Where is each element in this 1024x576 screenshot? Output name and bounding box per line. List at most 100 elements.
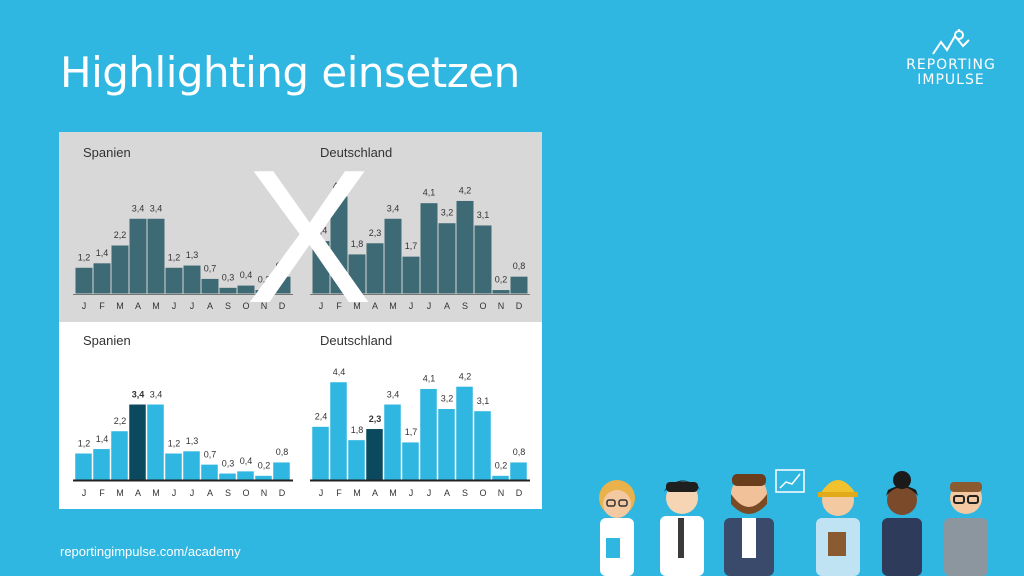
data-label: 0,2 (258, 461, 271, 471)
data-label: 4,1 (423, 188, 436, 198)
data-label: 3,4 (387, 389, 400, 399)
data-label: 3,4 (150, 203, 163, 213)
bar-A (437, 222, 457, 295)
bar-J (311, 426, 330, 481)
category-label: S (225, 488, 231, 498)
category-label: D (516, 488, 523, 498)
category-label: N (261, 301, 268, 311)
person-6-icon (944, 482, 988, 576)
logo-text-line2: IMPULSE (917, 72, 985, 88)
data-label: 2,3 (369, 228, 382, 238)
data-label: 1,4 (96, 434, 109, 444)
data-label: 0,4 (240, 456, 253, 466)
data-label: 4,2 (459, 185, 472, 195)
category-label: J (319, 488, 324, 498)
slide-title: Highlighting einsetzen (60, 48, 520, 97)
bar-O (236, 470, 255, 481)
category-label: A (135, 301, 141, 311)
category-label: M (152, 488, 160, 498)
bar-F (92, 448, 111, 481)
category-label: N (498, 301, 505, 311)
data-label: 0,7 (204, 263, 217, 273)
data-label: 0,8 (513, 261, 526, 271)
data-label: 1,2 (168, 252, 181, 262)
bar-M (146, 217, 166, 295)
data-label: 2,2 (114, 416, 127, 426)
data-label: 1,8 (351, 239, 364, 249)
data-label: 1,4 (96, 248, 109, 258)
category-label: J (82, 488, 87, 498)
data-label: 2,2 (114, 230, 127, 240)
data-label: 3,4 (387, 203, 400, 213)
bar-J (401, 441, 420, 481)
category-label: D (516, 301, 523, 311)
bar-S (218, 286, 238, 295)
bar-J (74, 453, 93, 481)
data-label: 0,2 (495, 275, 508, 285)
bar-D (509, 275, 529, 295)
bar-M (110, 244, 130, 295)
data-label: 2,3 (369, 414, 382, 424)
bar-D (272, 461, 291, 481)
bar-S (455, 386, 474, 481)
bar-M (383, 404, 402, 481)
data-label: 1,8 (351, 425, 364, 435)
data-label: 1,3 (186, 250, 199, 260)
person-4-icon (816, 480, 860, 576)
category-label: F (99, 301, 105, 311)
cross-mark: X (246, 132, 373, 322)
category-label: O (242, 488, 249, 498)
bar-J (164, 453, 183, 481)
bar-F (92, 262, 112, 295)
data-label: 1,7 (405, 241, 418, 251)
category-label: S (462, 488, 468, 498)
category-label: O (242, 301, 249, 311)
data-label: 4,2 (459, 371, 472, 381)
category-label: A (444, 488, 450, 498)
bar-A (128, 404, 147, 481)
category-label: O (479, 488, 486, 498)
category-label: O (479, 301, 486, 311)
bar-M (383, 217, 403, 295)
bar-M (146, 404, 165, 481)
bar-N (491, 475, 510, 481)
bar-J (74, 266, 94, 295)
bar-M (110, 430, 129, 481)
data-label: 0,8 (276, 447, 289, 457)
category-label: S (225, 301, 231, 311)
category-label: J (172, 301, 177, 311)
data-label: 0,8 (276, 261, 289, 271)
category-label: A (444, 301, 450, 311)
data-label: 0,2 (258, 275, 271, 285)
bar-M (347, 439, 366, 481)
reporting-impulse-logo: REPORTING IMPULSE (896, 28, 1006, 98)
bar-D (509, 461, 528, 481)
person-3-icon (724, 469, 805, 576)
category-label: N (498, 488, 505, 498)
category-label: A (372, 301, 378, 311)
category-label: M (353, 488, 361, 498)
category-label: D (279, 301, 286, 311)
bar-S (218, 473, 237, 481)
chart-title: Deutschland (320, 333, 392, 348)
bar-A (200, 277, 220, 295)
good-example-panel: Spanien 1,2 J 1,4 F 2,2 M 3,4 A 3,4 M 1,2 J 1,3 J 0,7 A 0… (59, 322, 542, 509)
bar-N (491, 289, 511, 295)
category-label: A (207, 301, 213, 311)
logo-text-line1: REPORTING (906, 57, 996, 73)
bar-N (254, 475, 273, 481)
category-label: J (190, 488, 195, 498)
category-label: J (82, 301, 87, 311)
category-label: A (135, 488, 141, 498)
data-label: 4,1 (423, 374, 436, 384)
category-label: A (207, 488, 213, 498)
person-2-icon (660, 480, 704, 576)
bar-J (182, 264, 202, 295)
person-1-icon (599, 480, 635, 576)
category-label: M (152, 301, 160, 311)
people-illustration (599, 469, 988, 576)
data-label: 0,3 (222, 458, 235, 468)
data-label: 0,8 (513, 447, 526, 457)
bar-O (473, 410, 492, 481)
bar-A (200, 464, 219, 481)
